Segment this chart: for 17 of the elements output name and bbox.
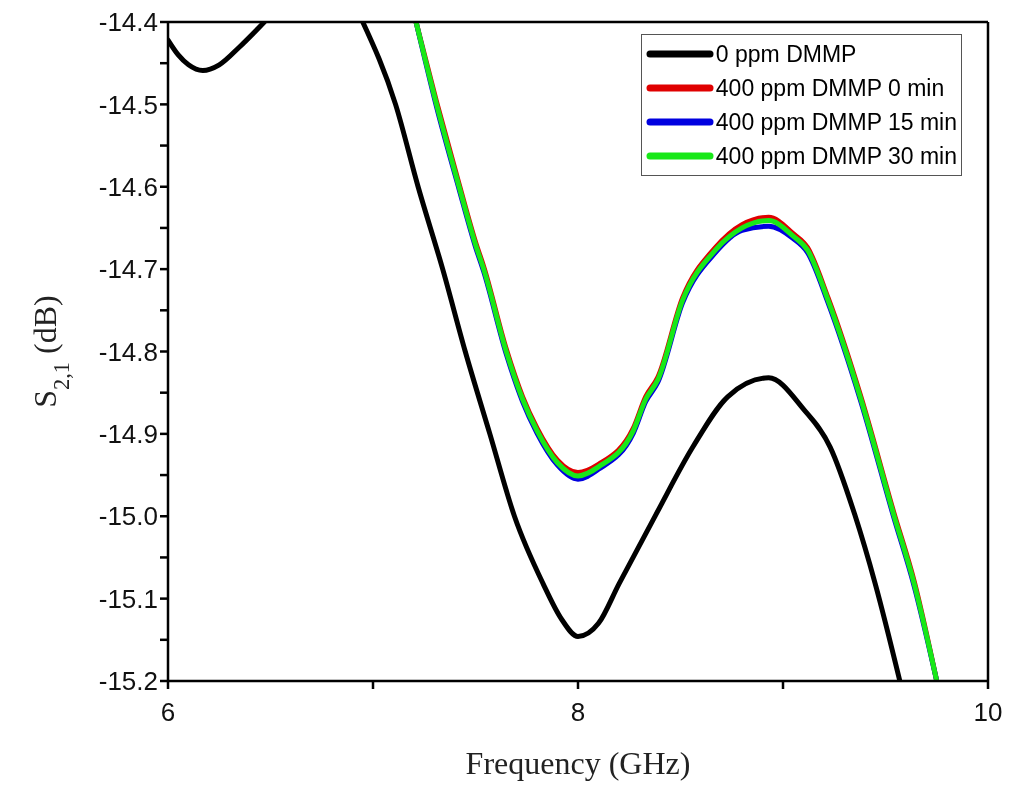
y-tick-label: -14.5 xyxy=(98,89,158,120)
y-tick-label: -15.2 xyxy=(98,666,158,697)
x-tick-label: 6 xyxy=(160,697,176,728)
y-tick-label: -15.1 xyxy=(98,583,158,614)
y-tick-label: -14.4 xyxy=(98,7,158,38)
x-tick-label: 8 xyxy=(570,697,586,728)
legend-label: 400 ppm DMMP 0 min xyxy=(715,74,945,103)
legend-label: 400 ppm DMMP 30 min xyxy=(715,142,957,171)
y-tick-label: -14.8 xyxy=(98,336,158,367)
legend-label: 400 ppm DMMP 15 min xyxy=(715,108,957,137)
legend-label: 0 ppm DMMP xyxy=(715,40,857,69)
y-tick-label: -14.6 xyxy=(98,171,158,202)
y-tick-label: -14.9 xyxy=(98,419,158,450)
text: -15.0 xyxy=(98,501,158,532)
x-tick-label: 10 xyxy=(973,697,1003,728)
y-tick-label: -14.7 xyxy=(98,254,158,285)
x-axis-title: Frequency (GHz) xyxy=(465,745,691,781)
